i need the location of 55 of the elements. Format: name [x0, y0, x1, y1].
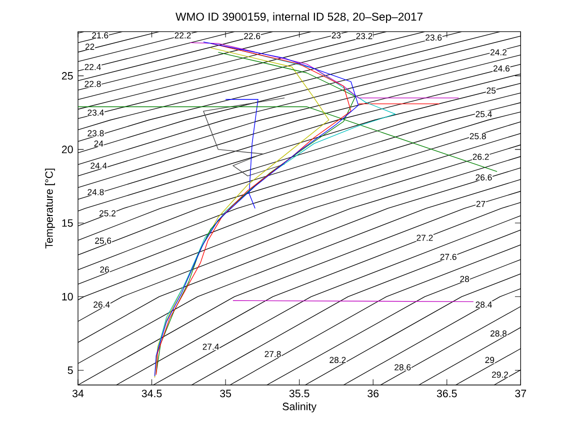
- y-axis-title: Temperature [°C]: [44, 168, 55, 248]
- y-tick-label: 25: [62, 72, 73, 80]
- annotation: 26.2: [472, 154, 489, 160]
- annotation: 24.8: [88, 189, 104, 196]
- annotation: 26: [100, 266, 109, 273]
- annotation: 28.6: [394, 364, 411, 370]
- x-tick-label: 36: [368, 390, 379, 398]
- annotation: 23: [332, 32, 341, 38]
- annotation: 23.2: [356, 33, 372, 40]
- y-tick-label: 15: [62, 219, 73, 227]
- annotation: 24: [94, 140, 104, 147]
- annotation: 27.2: [416, 234, 433, 241]
- annotation: 28: [460, 276, 470, 282]
- line-series: [225, 99, 258, 209]
- annotation: 25: [486, 87, 496, 94]
- annotation: 22.8: [84, 80, 101, 87]
- annotation: 27.4: [202, 344, 219, 350]
- annotation: 27.6: [440, 254, 456, 260]
- x-tick-label: 35: [220, 390, 232, 398]
- x-axis-title: Salinity: [282, 402, 316, 412]
- annotation: 25.2: [100, 210, 116, 216]
- line-series: [203, 98, 285, 176]
- annotation: 23.8: [88, 130, 104, 136]
- annotation: 27: [476, 200, 486, 207]
- annotation: 29.2: [492, 372, 508, 378]
- y-tick-label: 10: [62, 292, 73, 300]
- annotation: 23.4: [88, 110, 104, 116]
- annotation: 27.8: [264, 351, 281, 358]
- chart-title: WMO ID 3900159, internal ID 528, 20–Sep–2017: [176, 12, 423, 23]
- annotation: 22: [85, 44, 94, 50]
- annotation: 24.4: [90, 162, 107, 169]
- x-tick-label: 34.5: [142, 390, 162, 398]
- line-series: [190, 42, 460, 98]
- annotation: 22.4: [84, 64, 101, 70]
- annotation: 24.6: [493, 65, 510, 72]
- x-tick-label: 37: [515, 390, 526, 398]
- y-tick-label: 5: [68, 366, 73, 374]
- annotation: 23.6: [426, 34, 442, 41]
- annotation: 25.6: [95, 238, 112, 244]
- annotation: 26.6: [476, 174, 492, 180]
- annotation: 28.8: [490, 330, 507, 337]
- annotation: 24.2: [490, 49, 507, 56]
- y-tick-label: 20: [62, 146, 73, 154]
- annotation: 29: [485, 356, 494, 364]
- annotation: 22.6: [244, 33, 260, 40]
- x-tick-label: 35.5: [289, 390, 310, 398]
- annotation: 26.4: [94, 302, 110, 308]
- annotation: 28.4: [476, 302, 492, 308]
- annotation: 25.8: [470, 133, 486, 140]
- annotation: 22.2: [174, 32, 191, 38]
- annotation: 21.6: [92, 32, 108, 38]
- x-tick-label: 34: [72, 390, 84, 398]
- annotation: 28.2: [330, 356, 346, 364]
- x-tick-label: 36.5: [436, 390, 457, 398]
- annotation: 25.4: [476, 111, 492, 118]
